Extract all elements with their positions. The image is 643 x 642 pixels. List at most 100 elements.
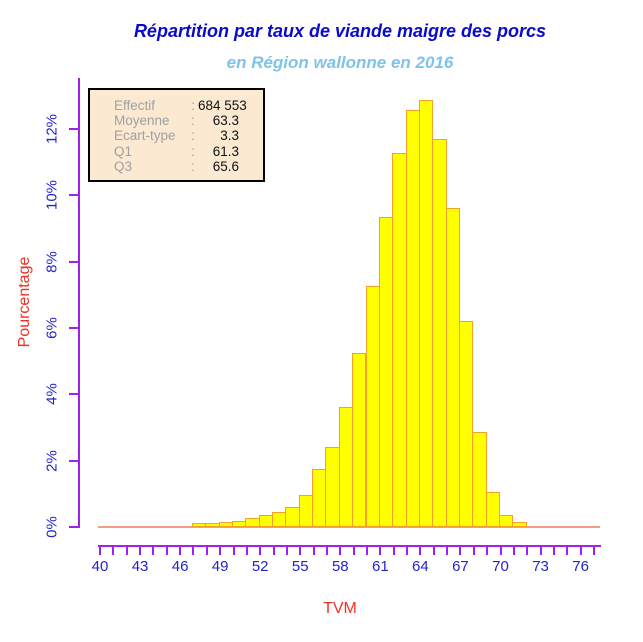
x-axis-tick (459, 545, 462, 555)
y-axis-tick-label: 8% (43, 250, 61, 273)
histogram-bar (191, 523, 207, 527)
x-axis-title: TVM (323, 600, 357, 617)
x-axis-tick (272, 545, 275, 555)
histogram-bar (258, 515, 274, 527)
histogram-bar (485, 492, 500, 527)
stats-colon: : (191, 158, 195, 174)
y-axis-tick (69, 393, 78, 396)
stats-row: Q3: 65.6 (114, 159, 239, 174)
x-axis-tick (419, 545, 422, 555)
chart-title: Répartition par taux de viande maigre de… (133, 21, 547, 41)
histogram-bar (298, 495, 314, 527)
stats-value: 3.3 (220, 128, 239, 144)
stats-value: 61.3 (212, 143, 239, 159)
stats-label: Q1 (114, 143, 133, 159)
histogram-bar (232, 521, 247, 527)
y-axis-tick (69, 459, 78, 462)
x-axis-tick (139, 545, 142, 555)
stats-value: 63.3 (212, 113, 239, 129)
x-axis-tick (512, 545, 515, 555)
stats-colon: : (191, 128, 195, 144)
x-axis-tick (392, 545, 395, 555)
x-axis-tick-label: 55 (291, 558, 309, 575)
x-axis-tick (486, 545, 489, 555)
y-axis-tick-label: 12% (43, 113, 61, 144)
x-axis-tick (552, 545, 555, 555)
y-axis-line (78, 78, 80, 528)
y-axis-tick-label: 6% (43, 317, 61, 339)
x-axis-tick (352, 545, 355, 555)
histogram-bar (392, 153, 407, 527)
x-axis-tick (579, 545, 582, 555)
histogram-bar (472, 432, 487, 527)
histogram-bar (218, 522, 233, 527)
x-axis-tick-label: 43 (131, 558, 149, 575)
x-axis-tick (245, 545, 248, 555)
y-axis-tick (69, 194, 78, 197)
x-axis-line (98, 545, 601, 547)
histogram-bar (365, 286, 380, 527)
histogram-bar (432, 138, 447, 527)
y-axis-tick (69, 526, 78, 528)
x-axis-tick-label: 64 (412, 558, 429, 575)
x-axis-tick (406, 545, 409, 555)
x-axis-tick-label: 76 (572, 558, 589, 575)
y-axis-tick-label: 2% (43, 449, 61, 472)
x-axis-tick (259, 545, 262, 555)
stats-legend-box: Effectif:684 553 Moyenne:63.3 Ecart-type:3… (88, 88, 265, 182)
histogram-bar (205, 523, 220, 527)
stats-label: Ecart-type (114, 128, 176, 144)
stats-row: Ecart-type: 3.3 (114, 128, 239, 143)
x-axis-tick (152, 545, 155, 555)
x-axis-tick (125, 545, 128, 555)
x-axis-tick (432, 545, 435, 555)
y-axis-title: Pourcentage (16, 256, 33, 348)
histogram-bar (245, 517, 260, 527)
stats-label: Q3 (114, 158, 133, 174)
histogram-bar (272, 511, 287, 527)
histogram-bar (378, 216, 394, 527)
x-axis-tick-label: 40 (91, 558, 109, 575)
x-axis-tick (446, 545, 449, 555)
stats-colon: : (191, 98, 195, 113)
x-axis-tick (592, 545, 595, 555)
x-axis-tick-label: 46 (171, 558, 189, 575)
histogram-bar (418, 100, 434, 527)
x-axis-tick (165, 545, 168, 555)
histogram-bar (325, 447, 340, 527)
histogram-bar (285, 506, 300, 527)
histogram-bar (405, 110, 420, 527)
stats-colon: : (191, 143, 195, 159)
histogram-bar (499, 515, 514, 527)
x-axis-tick (499, 545, 502, 555)
stats-value: 684 553 (198, 98, 247, 113)
x-axis-tick (285, 545, 288, 555)
histogram-bar (445, 208, 460, 527)
x-axis-tick (312, 545, 315, 555)
y-axis-tick (69, 127, 78, 130)
histogram-bar (512, 522, 527, 527)
stats-row: Effectif:684 553 (114, 98, 247, 113)
y-axis-tick (69, 260, 78, 263)
stats-colon: : (191, 113, 195, 129)
x-axis-tick (179, 545, 182, 555)
x-axis-tick (339, 545, 342, 555)
x-axis-tick (325, 545, 328, 555)
stats-label: Effectif (114, 98, 156, 113)
x-axis-tick (205, 545, 208, 555)
x-axis-tick (472, 545, 475, 555)
x-axis-tick (379, 545, 382, 555)
chart-subtitle: en Région wallonne en 2016 (226, 53, 454, 72)
x-axis-tick (526, 545, 529, 555)
x-axis-tick (232, 545, 235, 555)
y-axis-tick-label: 0% (43, 516, 61, 538)
x-axis-tick (366, 545, 368, 555)
stats-rows: Effectif:684 553 Moyenne:63.3 Ecart-type:3… (114, 98, 247, 174)
y-axis-tick-label: 10% (43, 180, 61, 211)
x-axis-tick-label: 49 (211, 558, 229, 575)
stats-value: 65.6 (212, 158, 239, 174)
x-axis-tick (566, 545, 569, 555)
y-axis-tick-label: 4% (43, 383, 61, 406)
stats-row: Q1: 61.3 (114, 144, 239, 159)
